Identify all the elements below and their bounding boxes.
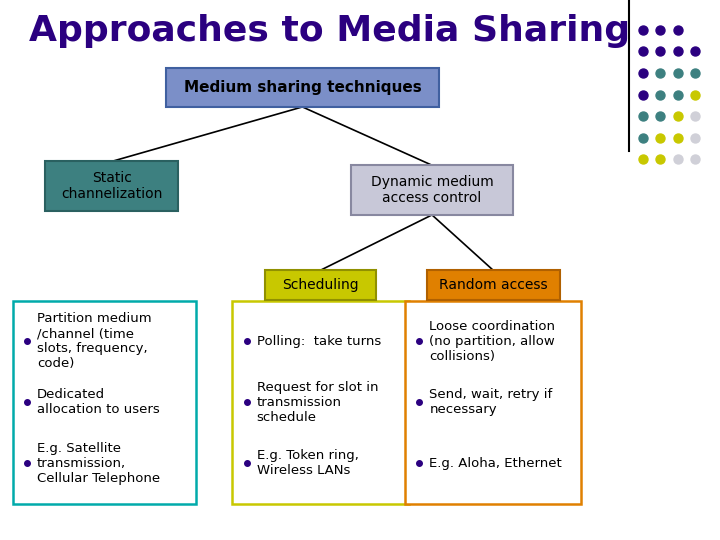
Text: Medium sharing techniques: Medium sharing techniques xyxy=(184,80,421,95)
FancyBboxPatch shape xyxy=(12,301,196,503)
Point xyxy=(654,69,666,77)
Point xyxy=(672,155,683,164)
FancyBboxPatch shape xyxy=(265,271,376,300)
Point xyxy=(637,90,649,99)
Text: Dedicated
allocation to users: Dedicated allocation to users xyxy=(37,388,160,416)
Text: Approaches to Media Sharing: Approaches to Media Sharing xyxy=(29,14,630,48)
FancyBboxPatch shape xyxy=(351,165,513,215)
Text: Random access: Random access xyxy=(439,278,547,292)
Point xyxy=(654,112,666,120)
Point xyxy=(654,47,666,56)
Point xyxy=(672,112,683,120)
Point xyxy=(689,69,701,77)
Point xyxy=(689,112,701,120)
Point xyxy=(689,155,701,164)
Text: E.g. Aloha, Ethernet: E.g. Aloha, Ethernet xyxy=(429,457,562,470)
Point xyxy=(672,90,683,99)
Point xyxy=(654,25,666,34)
Point xyxy=(689,133,701,142)
Text: Request for slot in
transmission
schedule: Request for slot in transmission schedul… xyxy=(257,381,378,424)
Point xyxy=(672,69,683,77)
Point xyxy=(637,69,649,77)
FancyBboxPatch shape xyxy=(405,301,582,503)
Text: E.g. Token ring,
Wireless LANs: E.g. Token ring, Wireless LANs xyxy=(257,449,359,477)
Point xyxy=(672,47,683,56)
Point xyxy=(637,112,649,120)
Text: Partition medium
/channel (time
slots, frequency,
code): Partition medium /channel (time slots, f… xyxy=(37,312,152,370)
Text: Dynamic medium
access control: Dynamic medium access control xyxy=(371,175,493,205)
Text: Send, wait, retry if
necessary: Send, wait, retry if necessary xyxy=(429,388,553,416)
Point xyxy=(689,90,701,99)
Text: E.g. Satellite
transmission,
Cellular Telephone: E.g. Satellite transmission, Cellular Te… xyxy=(37,442,161,485)
Point xyxy=(654,155,666,164)
FancyBboxPatch shape xyxy=(232,301,409,503)
Point xyxy=(654,90,666,99)
Point xyxy=(637,25,649,34)
Point xyxy=(689,47,701,56)
Text: Polling:  take turns: Polling: take turns xyxy=(257,335,381,348)
Text: Loose coordination
(no partition, allow
collisions): Loose coordination (no partition, allow … xyxy=(429,320,556,363)
FancyBboxPatch shape xyxy=(426,271,560,300)
Text: Scheduling: Scheduling xyxy=(282,278,359,292)
Text: Static
channelization: Static channelization xyxy=(61,171,162,201)
Point xyxy=(654,133,666,142)
Point xyxy=(672,133,683,142)
Point xyxy=(637,133,649,142)
FancyBboxPatch shape xyxy=(166,68,439,107)
Point xyxy=(637,155,649,164)
FancyBboxPatch shape xyxy=(45,161,179,211)
Point xyxy=(672,25,683,34)
Point xyxy=(637,47,649,56)
